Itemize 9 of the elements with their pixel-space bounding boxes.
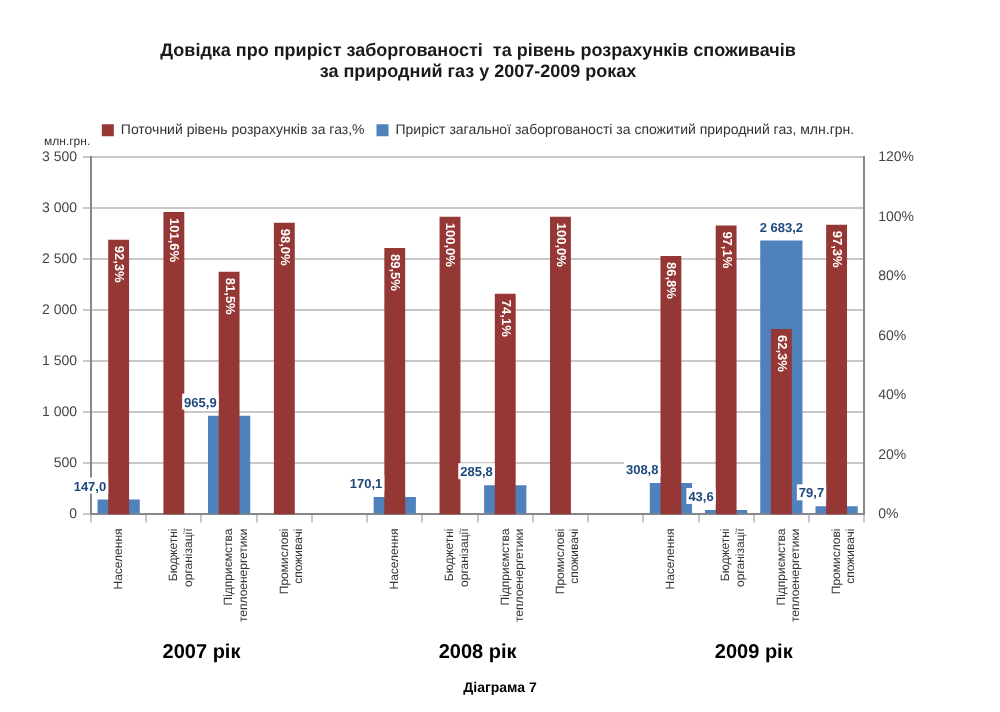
- text: 2007 рік: [162, 641, 243, 664]
- bar: [273, 222, 295, 515]
- bar: [770, 328, 792, 515]
- bar: [163, 211, 185, 515]
- text: 2008 рік: [438, 641, 519, 664]
- chart-title: Довідка про приріст заборгованості та рівень розрахунків споживачів за природний газ у 2007-2009 роках: [160, 39, 797, 82]
- bar: [439, 216, 461, 515]
- text: 2009 рік: [714, 641, 795, 664]
- bar: [550, 216, 571, 515]
